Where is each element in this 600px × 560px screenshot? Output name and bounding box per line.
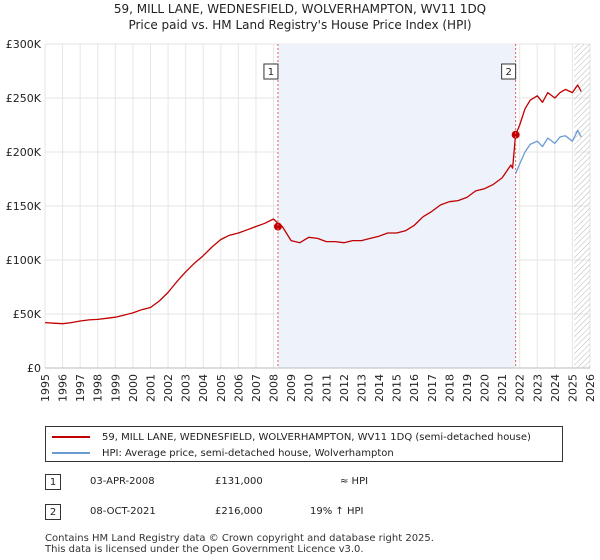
x-tick-label: 2023 bbox=[531, 374, 544, 402]
sale-row: 1 03-APR-2008 £131,000 ≈ HPI bbox=[45, 474, 565, 492]
x-tick-label: 1996 bbox=[57, 374, 70, 402]
x-tick-label: 2019 bbox=[461, 374, 474, 402]
sale-date: 03-APR-2008 bbox=[90, 476, 155, 487]
x-tick-label: 2000 bbox=[127, 374, 140, 402]
legend-swatch-hpi bbox=[52, 452, 90, 454]
y-tick-label: £100K bbox=[6, 254, 42, 267]
sale-row: 2 08-OCT-2021 £216,000 19% ↑ HPI bbox=[45, 504, 565, 522]
x-tick-label: 1999 bbox=[109, 374, 122, 402]
sale-hpi-comparison: 19% ↑ HPI bbox=[310, 506, 364, 517]
x-tick-label: 2013 bbox=[355, 374, 368, 402]
x-tick-label: 1998 bbox=[92, 374, 105, 402]
y-tick-label: £300K bbox=[6, 38, 42, 51]
property-price-line bbox=[44, 84, 582, 325]
sale-point bbox=[511, 130, 520, 139]
x-tick-label: 2011 bbox=[320, 374, 333, 402]
sale-date: 08-OCT-2021 bbox=[90, 506, 156, 517]
legend-label-property: 59, MILL LANE, WEDNESFIELD, WOLVERHAMPTO… bbox=[102, 431, 531, 443]
x-tick-label: 2002 bbox=[162, 374, 175, 402]
x-tick-label: 2016 bbox=[408, 374, 421, 402]
chart-title: 59, MILL LANE, WEDNESFIELD, WOLVERHAMPTO… bbox=[113, 2, 487, 16]
x-tick-label: 2004 bbox=[197, 374, 210, 402]
footer-line-2: This data is licensed under the Open Gov… bbox=[45, 544, 364, 555]
sale-price: £216,000 bbox=[215, 506, 263, 517]
x-tick-label: 2007 bbox=[250, 374, 263, 402]
legend-swatch-property bbox=[52, 436, 90, 438]
y-tick-label: £200K bbox=[6, 146, 42, 159]
x-tick-label: 2024 bbox=[549, 374, 562, 402]
chart-subtitle: Price paid vs. HM Land Registry's House … bbox=[128, 18, 472, 32]
x-tick-label: 2014 bbox=[373, 374, 386, 402]
x-tick-label: 1997 bbox=[74, 374, 87, 402]
x-tick-label: 2005 bbox=[215, 374, 228, 402]
hpi-line bbox=[515, 129, 582, 174]
x-tick-label: 2010 bbox=[303, 374, 316, 402]
x-tick-label: 2015 bbox=[391, 374, 404, 402]
sale-label-box bbox=[501, 63, 517, 80]
x-tick-label: 1995 bbox=[39, 374, 52, 402]
sale-number-badge: 2 bbox=[45, 504, 61, 520]
x-tick-label: 2008 bbox=[268, 374, 281, 402]
y-tick-label: £0 bbox=[27, 362, 41, 375]
sale-point bbox=[273, 222, 282, 231]
x-tick-label: 2006 bbox=[232, 374, 245, 402]
ownership-period-shade bbox=[277, 44, 516, 368]
x-tick-label: 2022 bbox=[514, 374, 527, 402]
sale-price: £131,000 bbox=[215, 476, 263, 487]
x-tick-label: 2001 bbox=[144, 374, 157, 402]
footer-line-1: Contains HM Land Registry data © Crown c… bbox=[45, 533, 434, 544]
forecast-hatch-region bbox=[574, 44, 590, 368]
legend-label-hpi: HPI: Average price, semi-detached house,… bbox=[102, 447, 394, 459]
price-chart: £0 £50K £100K £150K £200K £250K £300K 1995 1996 1… bbox=[6, 38, 597, 402]
sale-label-number: 2 bbox=[505, 67, 511, 78]
x-tick-label: 2003 bbox=[180, 374, 193, 402]
x-tick-label: 2020 bbox=[479, 374, 492, 402]
x-tick-label: 2026 bbox=[584, 374, 597, 402]
legend: 59, MILL LANE, WEDNESFIELD, WOLVERHAMPTO… bbox=[45, 426, 563, 462]
x-tick-label: 2025 bbox=[566, 374, 579, 402]
x-tick-label: 2009 bbox=[285, 374, 298, 402]
sale-number-badge: 1 bbox=[45, 474, 61, 490]
legend-item-hpi: HPI: Average price, semi-detached house,… bbox=[52, 445, 394, 461]
x-tick-label: 2021 bbox=[496, 374, 509, 402]
y-tick-label: £150K bbox=[6, 200, 42, 213]
y-tick-label: £250K bbox=[6, 92, 42, 105]
sale-label-number: 1 bbox=[268, 67, 274, 78]
x-tick-label: 2017 bbox=[426, 374, 439, 402]
sale-hpi-comparison: ≈ HPI bbox=[340, 476, 369, 487]
legend-item-property: 59, MILL LANE, WEDNESFIELD, WOLVERHAMPTO… bbox=[52, 429, 531, 445]
x-tick-label: 2012 bbox=[338, 374, 351, 402]
footer-copyright: Contains HM Land Registry data © Crown c… bbox=[45, 533, 434, 555]
x-tick-label: 2018 bbox=[443, 374, 456, 402]
sale-label-box bbox=[263, 63, 279, 80]
y-tick-label: £50K bbox=[13, 308, 42, 321]
